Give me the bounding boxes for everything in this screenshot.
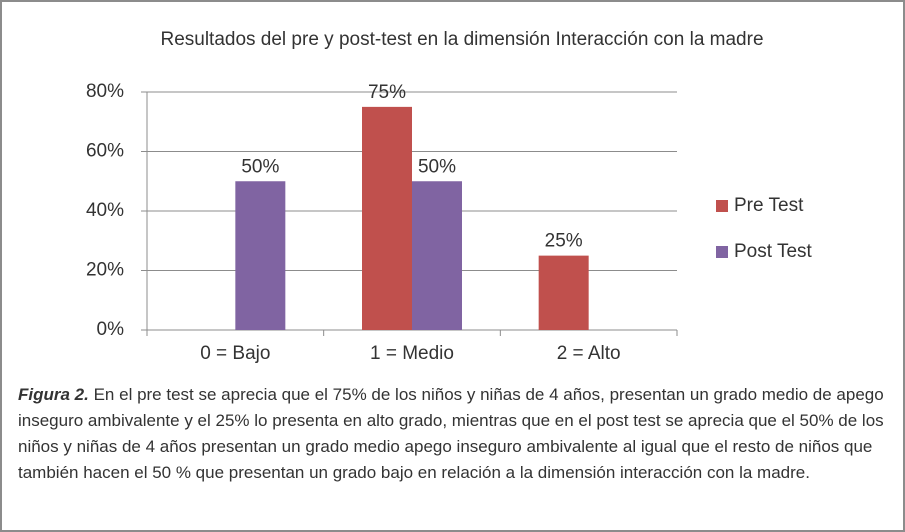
y-tick-label: 60% [86,141,124,162]
y-tick-label: 20% [86,260,124,281]
legend-swatch [716,246,728,258]
data-label: 25% [545,231,583,252]
y-tick-label: 0% [97,319,125,340]
x-tick-label: 1 = Medio [370,343,454,364]
y-tick-label: 80% [86,81,124,102]
bar [412,181,462,330]
y-tick-label: 40% [86,200,124,221]
bar [235,181,286,330]
chart: Resultados del pre y post-test en la dim… [86,29,813,364]
bar [362,106,412,330]
x-tick-label: 0 = Bajo [200,343,270,364]
legend-label: Post Test [734,241,813,262]
caption-label: Figura 2. [18,385,89,404]
data-label: 75% [368,82,406,103]
caption: Figura 2. En el pre test se aprecia que … [18,382,886,486]
legend-swatch [716,200,728,212]
data-label: 50% [241,156,279,177]
data-label: 50% [418,156,456,177]
x-tick-label: 2 = Alto [557,343,621,364]
bar [538,255,589,330]
legend-label: Pre Test [734,195,804,216]
chart-title: Resultados del pre y post-test en la dim… [160,29,763,50]
caption-text: En el pre test se aprecia que el 75% de … [18,385,884,482]
